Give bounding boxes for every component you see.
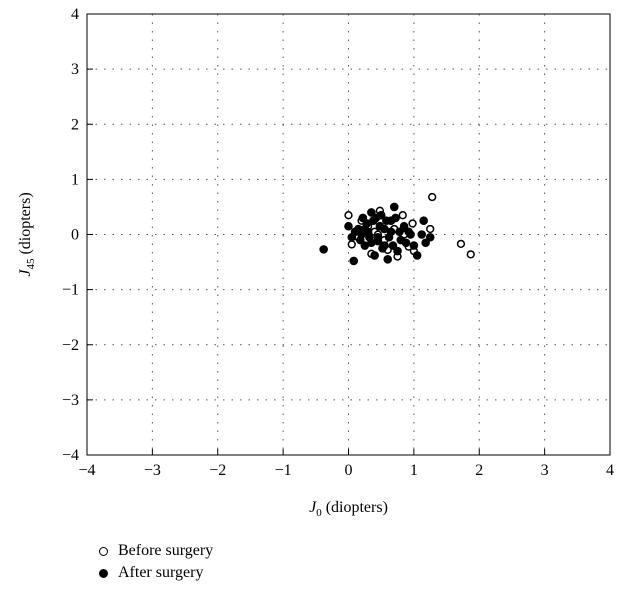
point-after-surgery — [344, 221, 353, 231]
point-after-surgery — [406, 230, 415, 239]
y-axis-label: J45 (diopters) — [17, 192, 37, 276]
point-after-surgery — [380, 241, 389, 250]
y-tick-label: 3 — [71, 61, 79, 78]
legend-item-after-surgery: After surgery — [99, 562, 213, 584]
hollow-circle-icon — [99, 546, 108, 556]
point-after-surgery — [421, 238, 430, 248]
x-tick-label: 2 — [475, 462, 483, 479]
y-tick-label: −3 — [62, 392, 79, 409]
point-after-surgery — [409, 241, 419, 250]
legend-item-before-surgery: Before surgery — [99, 540, 213, 562]
x-tick-label: −1 — [275, 462, 292, 479]
y-tick-label: −4 — [62, 447, 79, 464]
point-after-surgery — [388, 241, 398, 250]
x-tick-label: 1 — [410, 462, 418, 479]
point-after-surgery — [349, 256, 359, 266]
y-tick-label: −1 — [62, 282, 79, 299]
point-after-surgery — [395, 227, 404, 237]
point-after-surgery — [401, 238, 411, 248]
x-tick-label: −2 — [209, 462, 226, 479]
point-before-surgery — [428, 192, 437, 202]
y-tick-label: 0 — [71, 227, 79, 244]
point-after-surgery — [386, 216, 396, 226]
point-before-surgery — [398, 211, 407, 220]
point-before-surgery — [344, 211, 353, 220]
x-tick-label: 0 — [345, 462, 353, 479]
y-tick-label: 4 — [71, 6, 79, 23]
point-after-surgery — [383, 255, 393, 264]
legend-label-after: After surgery — [118, 564, 204, 581]
y-tick-label: 2 — [71, 116, 79, 133]
x-axis-label: J0 (diopters) — [309, 499, 388, 519]
point-after-surgery — [367, 208, 376, 217]
x-tick-label: −3 — [144, 462, 161, 479]
point-after-surgery — [360, 224, 370, 234]
point-after-surgery — [412, 251, 422, 260]
point-before-surgery — [456, 239, 466, 249]
x-tick-label: 3 — [541, 462, 549, 479]
data-points — [319, 192, 475, 266]
point-before-surgery — [347, 240, 356, 249]
y-tick-label: −2 — [62, 337, 79, 354]
point-before-surgery — [466, 250, 475, 259]
point-before-surgery — [426, 224, 435, 234]
point-after-surgery — [425, 232, 435, 242]
y-tick-label: 1 — [71, 171, 79, 188]
point-after-surgery — [419, 216, 428, 226]
point-after-surgery — [367, 238, 376, 248]
series-after-surgery — [319, 202, 435, 266]
point-after-surgery — [417, 230, 427, 239]
point-after-surgery — [376, 210, 386, 220]
point-after-surgery — [370, 251, 379, 260]
point-before-surgery — [408, 219, 417, 228]
point-after-surgery — [393, 246, 402, 256]
legend-label-before: Before surgery — [118, 542, 214, 559]
point-after-surgery — [386, 227, 396, 237]
point-after-surgery — [319, 245, 328, 254]
filled-circle-icon — [99, 568, 108, 578]
point-after-surgery — [389, 202, 399, 212]
point-after-surgery — [373, 232, 383, 242]
legend: Before surgery After surgery — [99, 540, 213, 584]
point-after-surgery — [399, 221, 409, 231]
axis-ticks: −4 −3 −2 −1 0 1 2 3 4 −4 −3 −2 −1 0 1 2 3 4 — [62, 6, 614, 479]
x-tick-label: 4 — [606, 462, 614, 479]
x-tick-label: −4 — [78, 462, 95, 479]
